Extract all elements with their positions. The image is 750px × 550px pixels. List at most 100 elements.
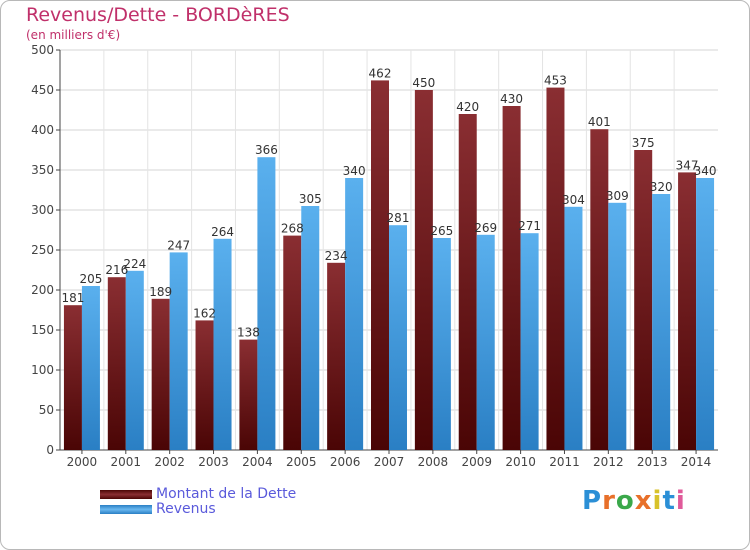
x-tick-label: 2002 — [154, 455, 185, 469]
value-label-debt: 430 — [500, 92, 523, 106]
y-tick-label: 250 — [31, 243, 54, 257]
legend-item-debt: Montant de la Dette — [100, 486, 297, 502]
chart-title: Revenus/Dette - BORDèRES — [26, 4, 290, 26]
x-tick-label: 2007 — [374, 455, 405, 469]
y-tick-label: 300 — [31, 203, 54, 217]
y-tick-label: 500 — [31, 43, 54, 57]
bar-revenue — [257, 157, 276, 450]
x-tick-label: 2014 — [681, 455, 712, 469]
legend: Montant de la Dette Revenus — [100, 486, 297, 517]
bar-debt — [590, 129, 609, 450]
x-tick-label: 2013 — [637, 455, 668, 469]
bar-revenue — [125, 270, 144, 450]
value-label-debt: 216 — [105, 263, 128, 277]
bar-debt — [502, 106, 521, 450]
bar-debt — [239, 339, 258, 450]
value-label-debt: 450 — [412, 76, 435, 90]
bar-debt — [63, 305, 82, 450]
bar-revenue — [213, 238, 232, 450]
bar-debt — [546, 87, 565, 450]
x-tick-label: 2008 — [418, 455, 449, 469]
y-tick-label: 450 — [31, 83, 54, 97]
legend-swatch-debt — [100, 489, 152, 499]
value-label-revenue: 309 — [606, 189, 629, 203]
value-label-revenue: 281 — [387, 211, 410, 225]
x-tick-label: 2011 — [549, 455, 580, 469]
x-tick-label: 2001 — [111, 455, 142, 469]
x-tick-label: 2000 — [67, 455, 98, 469]
x-tick-label: 2004 — [242, 455, 273, 469]
logo-letter: i — [675, 486, 686, 516]
bar-debt — [634, 150, 653, 450]
value-label-revenue: 340 — [343, 164, 366, 178]
value-label-debt: 268 — [281, 222, 304, 236]
value-label-revenue: 205 — [79, 272, 102, 286]
bar-revenue — [169, 252, 188, 450]
logo-letter: r — [602, 486, 616, 516]
bar-debt — [283, 235, 302, 450]
y-tick-label: 50 — [39, 403, 54, 417]
value-label-debt: 453 — [544, 74, 567, 88]
value-label-revenue: 265 — [430, 224, 453, 238]
bar-revenue — [652, 194, 671, 450]
value-label-debt: 420 — [456, 100, 479, 114]
logo-letter: x — [634, 486, 653, 516]
bar-revenue — [345, 178, 364, 450]
y-tick-label: 150 — [31, 323, 54, 337]
value-label-debt: 462 — [369, 66, 392, 80]
value-label-revenue: 304 — [562, 193, 585, 207]
legend-label-debt: Montant de la Dette — [156, 486, 297, 502]
value-label-revenue: 340 — [694, 164, 717, 178]
bar-revenue — [81, 286, 100, 450]
bar-debt — [151, 298, 170, 450]
bar-revenue — [564, 206, 583, 450]
y-tick-label: 0 — [46, 443, 54, 457]
bar-revenue — [608, 202, 627, 450]
logo-letter: i — [652, 486, 663, 516]
x-tick-label: 2012 — [593, 455, 624, 469]
proxiti-logo: Proxiti — [582, 486, 686, 516]
bar-debt — [195, 320, 214, 450]
logo-letter: P — [582, 486, 603, 516]
value-label-revenue: 320 — [650, 180, 673, 194]
bar-revenue — [301, 206, 320, 450]
bar-revenue — [432, 238, 451, 450]
logo-letter: t — [662, 486, 676, 516]
x-tick-label: 2006 — [330, 455, 361, 469]
value-label-revenue: 269 — [474, 221, 497, 235]
bar-debt — [371, 80, 389, 451]
legend-item-revenue: Revenus — [100, 501, 296, 517]
value-label-debt: 162 — [193, 306, 216, 320]
value-label-revenue: 366 — [255, 143, 278, 157]
bar-debt — [458, 114, 477, 450]
value-label-revenue: 271 — [518, 219, 541, 233]
bar-debt — [414, 90, 433, 450]
value-label-debt: 189 — [149, 285, 172, 299]
x-tick-label: 2003 — [198, 455, 229, 469]
value-label-revenue: 305 — [299, 192, 322, 206]
bar-revenue — [476, 234, 495, 450]
bar-debt — [107, 277, 126, 450]
bar-debt — [327, 262, 346, 450]
legend-swatch-revenue — [100, 504, 152, 514]
value-label-debt: 181 — [61, 291, 84, 305]
logo-letter: o — [615, 486, 635, 516]
y-tick-label: 100 — [31, 363, 54, 377]
x-tick-label: 2010 — [505, 455, 536, 469]
chart-subtitle: (en milliers d'€) — [26, 28, 121, 42]
value-label-revenue: 264 — [211, 225, 234, 239]
y-tick-label: 350 — [31, 163, 54, 177]
value-label-debt: 234 — [325, 249, 348, 263]
bar-revenue — [696, 178, 715, 450]
y-tick-label: 400 — [31, 123, 54, 137]
value-label-debt: 138 — [237, 326, 260, 340]
value-label-debt: 401 — [588, 115, 611, 129]
bar-revenue — [389, 225, 407, 450]
value-label-revenue: 247 — [167, 238, 190, 252]
value-label-debt: 347 — [676, 158, 699, 172]
y-tick-label: 200 — [31, 283, 54, 297]
bar-debt — [678, 172, 697, 450]
value-label-revenue: 224 — [123, 257, 146, 271]
x-tick-label: 2005 — [286, 455, 317, 469]
